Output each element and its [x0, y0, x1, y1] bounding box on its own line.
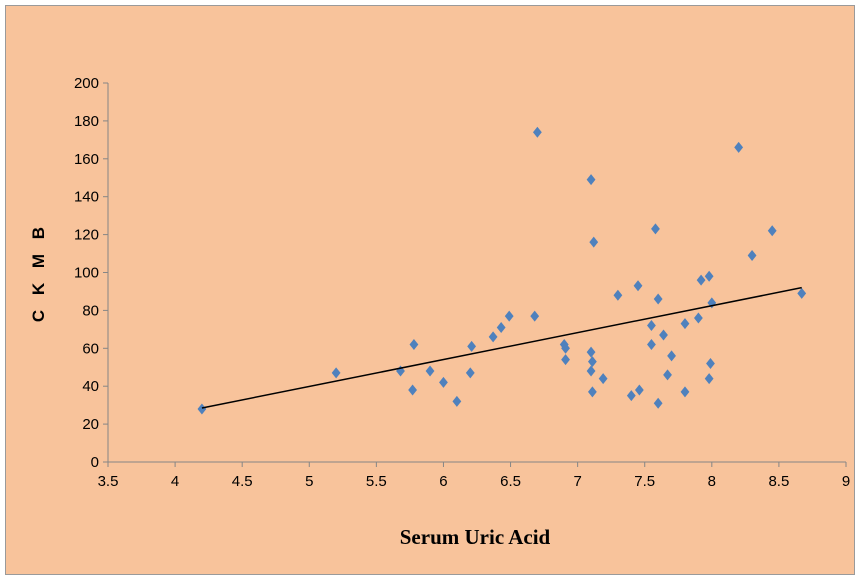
- x-tick-label: 7: [573, 473, 581, 490]
- data-point: [587, 356, 597, 368]
- data-point: [530, 310, 540, 322]
- data-point: [561, 342, 570, 354]
- x-tick-label: 4: [171, 473, 179, 490]
- data-point: [331, 367, 341, 379]
- data-points: [197, 126, 807, 415]
- y-tick-label: 20: [82, 416, 99, 433]
- data-point: [613, 289, 623, 301]
- y-tick-label: 100: [74, 265, 99, 282]
- data-point: [653, 397, 663, 409]
- data-point: [408, 384, 417, 396]
- data-point: [696, 274, 706, 286]
- data-point: [704, 270, 714, 282]
- data-point: [767, 225, 777, 237]
- data-point: [680, 318, 690, 330]
- x-tick-label: 4.5: [232, 473, 253, 490]
- data-point: [532, 126, 542, 138]
- data-point: [633, 280, 643, 292]
- data-point: [425, 365, 435, 377]
- data-point: [587, 386, 597, 398]
- data-point: [589, 236, 599, 248]
- data-point: [396, 365, 405, 377]
- data-point: [586, 174, 596, 186]
- data-point: [704, 373, 714, 385]
- data-point: [747, 249, 757, 261]
- data-point: [667, 350, 676, 362]
- x-tick-label: 8.5: [768, 473, 789, 490]
- x-tick-label: 3.5: [98, 473, 119, 490]
- data-point: [706, 357, 715, 369]
- x-tick-label: 5: [305, 473, 313, 490]
- x-tick-label: 6: [439, 473, 447, 490]
- y-tick-label: 160: [74, 151, 99, 168]
- data-point: [409, 339, 419, 351]
- data-point: [452, 395, 462, 407]
- data-point: [586, 346, 596, 358]
- data-point: [561, 354, 570, 366]
- data-point: [586, 365, 596, 377]
- data-point: [488, 331, 498, 343]
- data-point: [634, 384, 644, 396]
- x-tick-label: 9: [842, 473, 850, 490]
- x-tick-label: 8: [708, 473, 716, 490]
- data-point: [647, 320, 656, 332]
- y-tick-label: 60: [82, 340, 99, 357]
- data-point: [734, 141, 744, 153]
- y-tick-label: 40: [82, 378, 99, 395]
- x-axis-ticks: 3.5 4 4.5 5 5.5 6 6.5 7 7.5 8 8.5 9: [98, 462, 850, 490]
- y-tick-label: 0: [91, 454, 99, 471]
- y-tick-label: 140: [74, 189, 99, 206]
- data-point: [465, 367, 475, 379]
- data-point: [197, 403, 207, 415]
- x-tick-label: 5.5: [366, 473, 387, 490]
- data-point: [504, 310, 514, 322]
- chart-area: [5, 5, 855, 575]
- x-tick-label: 6.5: [500, 473, 521, 490]
- data-point: [467, 340, 477, 352]
- data-point: [680, 386, 690, 398]
- trendline-group: [201, 286, 802, 409]
- y-tick-label: 80: [82, 302, 99, 319]
- trendline: [201, 286, 802, 409]
- y-axis-ticks: 0 20 40 60 80 100 120 140 160 180 200: [74, 75, 108, 471]
- data-point: [651, 223, 660, 235]
- data-point: [663, 369, 672, 381]
- data-point: [653, 293, 663, 305]
- data-point: [647, 339, 656, 351]
- data-point: [439, 376, 448, 388]
- y-tick-label: 180: [74, 113, 99, 130]
- data-point: [694, 312, 703, 324]
- data-point: [598, 373, 608, 385]
- data-point: [797, 287, 807, 299]
- x-axis-label: Serum Uric Acid: [400, 525, 551, 549]
- y-tick-label: 120: [74, 227, 99, 244]
- x-tick-label: 7.5: [634, 473, 655, 490]
- y-tick-label: 200: [74, 75, 99, 92]
- data-point: [659, 329, 668, 341]
- data-point: [496, 321, 506, 333]
- data-point: [626, 390, 636, 402]
- y-axis-label: C K M B: [29, 222, 48, 322]
